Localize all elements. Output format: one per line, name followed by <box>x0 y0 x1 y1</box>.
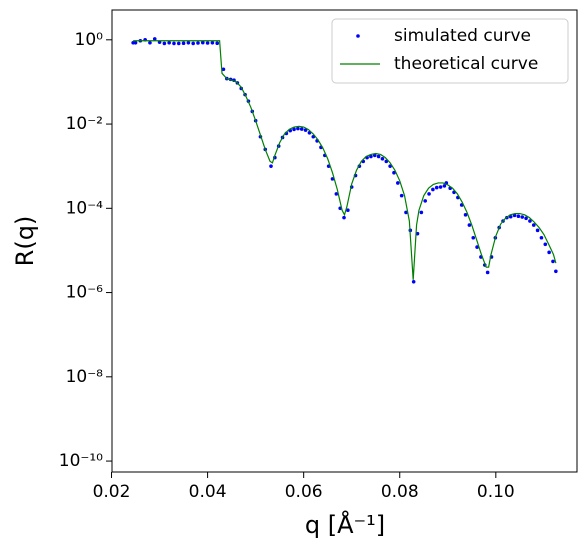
data-point <box>423 199 428 203</box>
data-point <box>334 192 339 196</box>
data-point <box>205 41 210 45</box>
legend-marker <box>356 34 360 38</box>
data-point <box>167 40 171 45</box>
data-point <box>162 41 167 46</box>
data-point <box>296 126 300 131</box>
data-point <box>372 153 377 158</box>
data-point <box>172 41 176 46</box>
y-tick-label: 10⁻² <box>66 114 103 134</box>
data-point <box>200 40 205 45</box>
data-point <box>191 41 195 46</box>
data-point <box>392 170 396 175</box>
legend-box <box>331 18 569 84</box>
data-point <box>471 235 476 240</box>
legend-label: theoretical curve <box>394 54 538 74</box>
x-tick-label: 0.04 <box>189 482 227 502</box>
data-point <box>399 193 404 198</box>
data-point <box>346 208 350 213</box>
data-point <box>539 235 544 240</box>
data-point <box>181 41 186 46</box>
data-point <box>419 210 424 215</box>
y-tick-label: 10⁻⁴ <box>66 198 104 218</box>
data-point <box>396 181 400 185</box>
y-tick-label: 10⁻⁸ <box>66 367 104 387</box>
data-point <box>376 154 381 159</box>
x-tick-label: 0.08 <box>381 482 419 502</box>
data-point <box>438 185 443 189</box>
y-tick-label: 10⁻¹⁰ <box>59 451 103 471</box>
data-point <box>551 259 555 264</box>
data-point <box>547 250 551 255</box>
data-point <box>176 41 181 46</box>
data-point <box>404 210 408 215</box>
data-point <box>528 219 532 223</box>
data-point <box>148 40 152 45</box>
data-point <box>269 164 273 168</box>
x-axis-label: q [Å⁻¹] <box>305 510 385 539</box>
data-point <box>133 40 138 45</box>
data-point <box>221 67 226 72</box>
data-point <box>516 214 521 218</box>
data-point <box>292 127 296 132</box>
y-axis-label: R(q) <box>11 216 39 267</box>
data-point <box>380 156 385 161</box>
data-point <box>210 40 215 45</box>
data-point <box>186 40 191 45</box>
plot-frame <box>111 9 578 473</box>
data-point <box>411 280 416 284</box>
data-point <box>467 223 472 227</box>
data-point <box>196 41 200 45</box>
data-point <box>431 187 435 192</box>
data-point <box>520 215 525 219</box>
data-point <box>342 215 346 220</box>
data-point <box>463 213 468 217</box>
data-point <box>535 228 540 233</box>
data-point <box>442 184 447 188</box>
data-point <box>215 41 220 46</box>
x-tick-label: 0.10 <box>477 482 515 502</box>
data-point <box>427 192 431 196</box>
data-point <box>531 223 536 227</box>
data-point <box>554 269 558 274</box>
data-point <box>543 242 548 247</box>
data-point <box>369 154 373 159</box>
legend-label: simulated curve <box>394 26 531 46</box>
x-tick-label: 0.06 <box>285 482 323 502</box>
data-point <box>524 216 528 221</box>
data-point <box>299 127 304 131</box>
data-point <box>152 37 157 41</box>
y-tick-label: 10⁰ <box>75 30 104 50</box>
x-tick-label: 0.02 <box>93 482 131 502</box>
data-point <box>475 245 479 249</box>
y-tick-label: 10⁻⁶ <box>66 283 104 303</box>
data-point <box>434 185 439 190</box>
data-line <box>133 40 557 280</box>
data-point <box>485 270 490 275</box>
